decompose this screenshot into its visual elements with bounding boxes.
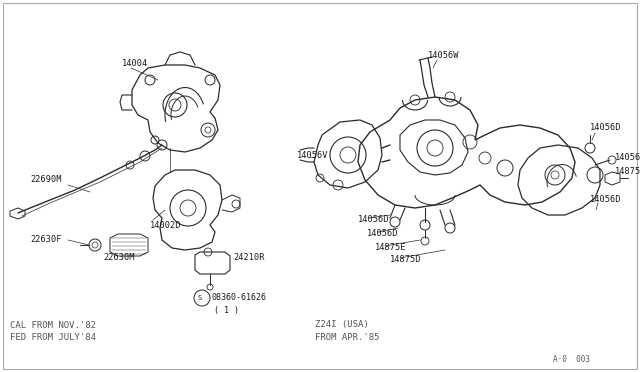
Text: 22630F: 22630F — [30, 235, 61, 244]
Text: 14056H: 14056H — [615, 154, 640, 163]
Text: A·0  003: A·0 003 — [553, 356, 590, 365]
Text: S: S — [198, 295, 202, 301]
Text: 14056V: 14056V — [297, 151, 328, 160]
Text: 14875C: 14875C — [615, 167, 640, 176]
Text: 14056W: 14056W — [428, 51, 460, 60]
Text: 14056D: 14056D — [590, 196, 621, 205]
Text: FROM APR.'85: FROM APR.'85 — [315, 334, 380, 343]
Text: 14002D: 14002D — [150, 221, 182, 230]
Text: 14056D: 14056D — [367, 230, 399, 238]
Text: 14056D: 14056D — [590, 124, 621, 132]
Text: ( 1 ): ( 1 ) — [214, 307, 239, 315]
Text: 22690M: 22690M — [30, 176, 61, 185]
Text: FED FROM JULY'84: FED FROM JULY'84 — [10, 334, 96, 343]
Text: 22630M: 22630M — [103, 253, 134, 263]
Text: 24210R: 24210R — [233, 253, 264, 263]
Text: 14875E: 14875E — [375, 244, 406, 253]
Text: 14875D: 14875D — [390, 256, 422, 264]
Text: Z24I (USA): Z24I (USA) — [315, 321, 369, 330]
Text: 14004: 14004 — [122, 58, 148, 67]
Text: 14056D: 14056D — [358, 215, 390, 224]
Text: 08360-61626: 08360-61626 — [212, 294, 267, 302]
Text: CAL FROM NOV.'82: CAL FROM NOV.'82 — [10, 321, 96, 330]
